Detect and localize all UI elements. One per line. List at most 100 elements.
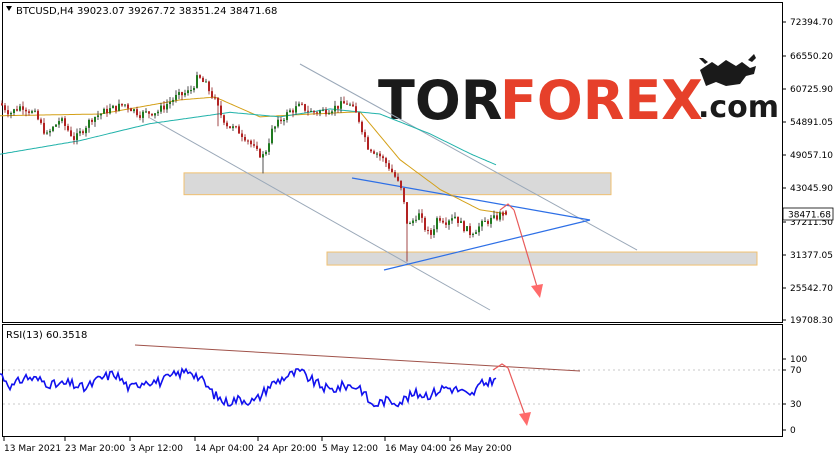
candle-body (223, 115, 225, 123)
candle-body (232, 126, 234, 129)
candle-body (358, 112, 360, 122)
candle-body (88, 119, 90, 128)
candle-body (103, 108, 105, 114)
candle-body (502, 212, 504, 216)
forecast-arrow-price (499, 203, 543, 298)
candle-body (244, 137, 246, 141)
candle-body (151, 113, 153, 116)
candle-body (187, 90, 189, 94)
time-tick-label: 24 Apr 20:00 (258, 444, 317, 454)
rsi-tick-label: 100 (790, 355, 807, 365)
candle-body (403, 188, 405, 203)
price-tick-label: 31377.05 (790, 251, 833, 261)
candle-body (70, 130, 72, 137)
candle-body (322, 109, 324, 111)
candle-body (325, 109, 327, 115)
candle-body (109, 108, 111, 114)
candle-body (97, 115, 99, 117)
candle-body (199, 75, 201, 78)
candle-body (55, 124, 57, 127)
candle-body (265, 151, 267, 155)
candle-body (481, 221, 483, 227)
candles-layer (1, 71, 507, 262)
candle-body (52, 126, 54, 131)
candle-body (385, 158, 387, 164)
candle-body (175, 94, 177, 100)
candle-body (364, 132, 366, 138)
candle-body (61, 118, 63, 122)
current-price-label: 38471.68 (788, 211, 831, 221)
candle-body (256, 145, 258, 149)
candle-body (331, 111, 333, 114)
triangle-line-upper (351, 177, 591, 221)
candle-body (43, 122, 45, 134)
candle-body (91, 119, 93, 122)
candle-body (343, 101, 345, 104)
candle-body (295, 106, 297, 113)
candle-body (475, 232, 477, 234)
candle-body (283, 119, 285, 122)
candle-body (94, 116, 96, 122)
candle-body (40, 119, 42, 123)
candle-body (115, 105, 117, 111)
svg-text:FOREX: FOREX (500, 69, 703, 132)
price-tick-label: 37211.50 (790, 218, 833, 228)
candle-body (28, 111, 30, 113)
candle-body (277, 119, 279, 127)
sr-zone (326, 251, 758, 266)
candle-body (505, 211, 507, 215)
price-tick-label: 66550.20 (790, 52, 833, 62)
candle-body (100, 113, 102, 116)
candle-body (382, 156, 384, 159)
candle-body (112, 105, 114, 109)
candle-body (379, 153, 381, 157)
candle-body (487, 220, 489, 224)
candle-body (280, 119, 282, 122)
candle-body (217, 97, 219, 106)
candle-body (328, 113, 330, 115)
channel-line-lower (149, 117, 491, 311)
candle-body (178, 92, 180, 95)
channel-lines (149, 63, 638, 311)
candle-body (181, 92, 183, 96)
torforex-logo: TOR FOREX .com (378, 54, 779, 132)
candle-body (472, 233, 474, 235)
candle-body (79, 131, 81, 134)
candle-body (334, 105, 336, 112)
candle-body (124, 104, 126, 106)
candle-body (367, 137, 369, 150)
candle-body (298, 103, 300, 107)
rsi-tick-label: 0 (790, 426, 796, 436)
candle-body (76, 133, 78, 140)
price-tick-label: 19708.30 (790, 316, 833, 326)
candle-body (292, 110, 294, 113)
candle-body (46, 132, 48, 134)
candle-body (148, 111, 150, 114)
candle-body (496, 215, 498, 220)
candle-body (340, 101, 342, 109)
symbol-header-text: BTCUSD,H4 39023.07 39267.72 38351.24 384… (16, 6, 277, 17)
candle-body (400, 180, 402, 189)
candle-body (166, 104, 168, 110)
candle-body (361, 121, 363, 133)
time-tick-label: 14 Apr 04:00 (195, 444, 254, 454)
candle-body (319, 110, 321, 114)
candle-body (190, 90, 192, 92)
candle-body (67, 125, 69, 131)
candle-body (49, 130, 51, 133)
time-tick-label: 26 May 20:00 (450, 444, 512, 454)
candle-body (37, 110, 39, 120)
candle-body (433, 229, 435, 235)
candle-body (208, 81, 210, 92)
rsi-panel-frame (2, 324, 783, 437)
symbol-header: BTCUSD,H4 39023.07 39267.72 38351.24 384… (6, 6, 277, 17)
candle-body (106, 108, 108, 114)
candle-body (445, 222, 447, 225)
candle-body (73, 136, 75, 140)
candle-body (139, 115, 141, 118)
candle-body (226, 122, 228, 127)
candle-body (418, 213, 420, 220)
candle-body (457, 216, 459, 223)
candle-body (301, 103, 303, 105)
